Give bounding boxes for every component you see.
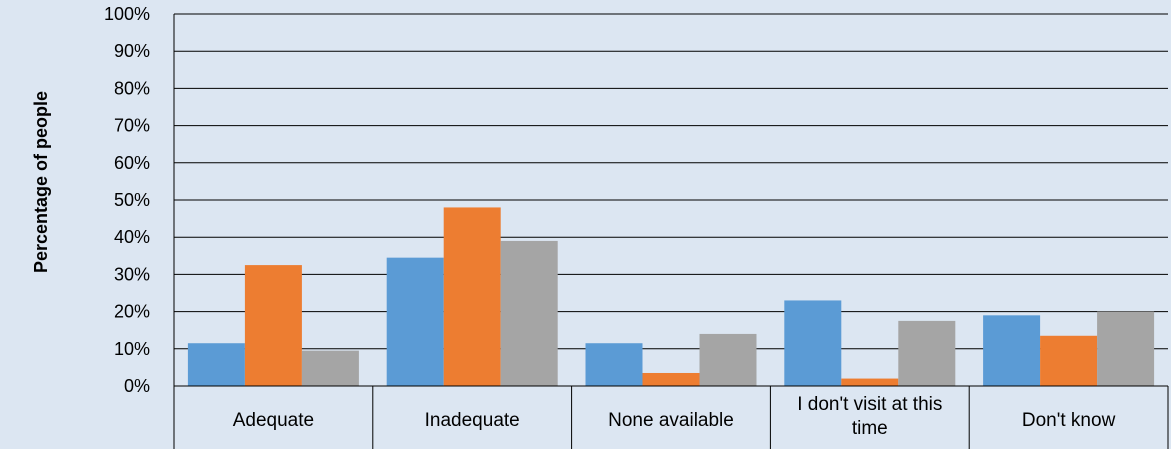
bar bbox=[983, 315, 1041, 386]
category-label: Don't know bbox=[1022, 410, 1116, 431]
y-tick-label: 10% bbox=[114, 339, 150, 359]
bar bbox=[386, 257, 444, 386]
y-tick-label: 30% bbox=[114, 264, 150, 284]
y-tick-label: 60% bbox=[114, 153, 150, 173]
category-label-line: I don't visit at this bbox=[797, 394, 942, 415]
gridlines bbox=[174, 13, 1168, 350]
bar bbox=[642, 372, 700, 386]
bar bbox=[699, 333, 757, 386]
category-label: Adequate bbox=[233, 410, 314, 431]
y-tick-label: 80% bbox=[114, 78, 150, 98]
bars bbox=[187, 207, 1155, 386]
category-label-line: time bbox=[852, 418, 888, 439]
bar bbox=[1097, 311, 1155, 386]
y-tick-label: 0% bbox=[124, 376, 150, 396]
y-axis-label: Percentage of people bbox=[31, 91, 51, 273]
bar bbox=[301, 350, 359, 386]
bar bbox=[443, 207, 501, 386]
bar bbox=[1040, 335, 1098, 386]
bar bbox=[585, 343, 643, 386]
bar bbox=[500, 240, 558, 386]
bar bbox=[784, 300, 842, 386]
axes bbox=[173, 14, 1169, 449]
category-label: None available bbox=[608, 410, 734, 431]
bar bbox=[898, 320, 956, 386]
y-tick-label: 50% bbox=[114, 190, 150, 210]
y-tick-label: 90% bbox=[114, 41, 150, 61]
bar bbox=[244, 265, 302, 386]
y-tick-labels: 0% 10% 20% 30% 40% 50% 60% 70% 80% 90% 100% bbox=[104, 4, 150, 396]
y-tick-label: 100% bbox=[104, 4, 150, 24]
y-tick-label: 20% bbox=[114, 302, 150, 322]
bar bbox=[841, 378, 899, 386]
category-label: Inadequate bbox=[425, 410, 520, 431]
y-tick-label: 40% bbox=[114, 227, 150, 247]
category-label: I don't visit at this time bbox=[797, 394, 942, 439]
category-labels: Adequate Inadequate None available I don't … bbox=[233, 394, 1116, 439]
bar bbox=[187, 343, 245, 386]
y-tick-label: 70% bbox=[114, 116, 150, 136]
